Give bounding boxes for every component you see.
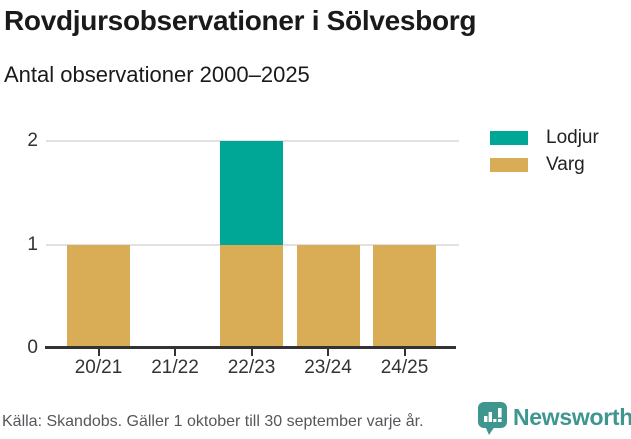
legend-label-lodjur: Lodjur: [546, 127, 599, 148]
newsworthy-wordmark: Newsworthy: [513, 404, 631, 430]
x-tick-label-22-23: 22/23: [227, 357, 276, 378]
bar-lodjur-22-23: [220, 141, 283, 245]
y-tick-label-0: 0: [27, 337, 38, 358]
bar-varg-20-21: [67, 244, 130, 348]
x-tick-label-24-25: 24/25: [380, 357, 429, 378]
bar-varg-24-25: [373, 244, 436, 348]
x-tick-21-22: [174, 349, 176, 356]
source-note: Källa: Skandobs. Gäller 1 oktober till 3…: [2, 413, 424, 430]
newsworthy-logo: Newsworthy: [477, 401, 631, 437]
x-tick-20-21: [97, 349, 100, 356]
legend-item-lodjur: Lodjur: [490, 127, 599, 148]
x-tick-label-20-21: 20/21: [74, 357, 123, 378]
legend-item-varg: Varg: [490, 154, 585, 175]
legend-label-varg: Varg: [546, 154, 585, 175]
x-tick-23-24: [327, 349, 329, 356]
x-tick-24-25: [403, 349, 406, 356]
y-tick-label-1: 1: [27, 233, 38, 255]
x-tick-label-21-22: 21/22: [151, 357, 199, 378]
newsworthy-logo-icon: [478, 402, 507, 435]
y-tick-label-2: 2: [27, 130, 38, 151]
chart-subtitle: Antal observationer 2000–2025: [4, 62, 310, 87]
bar-varg-22-23: [220, 244, 283, 348]
legend-swatch-varg: [490, 158, 528, 172]
legend-swatch-lodjur: [490, 131, 528, 145]
x-axis-line: [45, 346, 456, 349]
bar-varg-23-24: [296, 244, 360, 348]
x-tick-22-23: [250, 349, 253, 356]
x-tick-label-23-24: 23/24: [304, 357, 352, 378]
chart-title: Rovdjursobservationer i Sölvesborg: [4, 5, 477, 36]
